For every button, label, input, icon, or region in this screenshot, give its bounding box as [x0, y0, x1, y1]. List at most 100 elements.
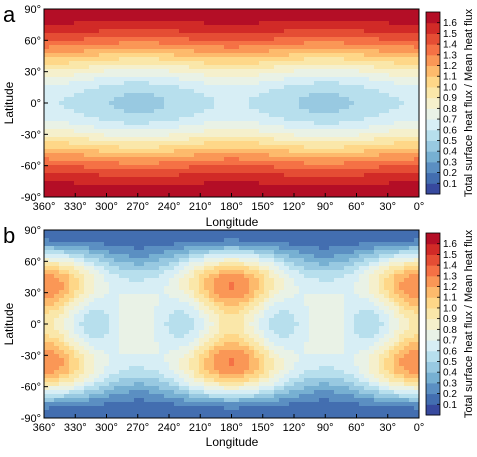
heatmap-cell — [69, 286, 75, 291]
heatmap-cell — [164, 113, 170, 118]
heatmap-cell — [339, 290, 345, 295]
heatmap-cell — [249, 9, 255, 14]
heatmap-cell — [329, 65, 335, 70]
heatmap-cell — [324, 129, 330, 134]
heatmap-cell — [169, 21, 175, 26]
heatmap-cell — [194, 246, 200, 251]
heatmap-cell — [119, 258, 125, 263]
heatmap-cell — [394, 65, 400, 70]
heatmap-cell — [389, 97, 395, 102]
heatmap-cell — [304, 101, 310, 106]
heatmap-cell — [389, 246, 395, 251]
heatmap-cell — [299, 185, 305, 190]
heatmap-cell — [129, 270, 135, 275]
heatmap-cell — [254, 109, 260, 114]
heatmap-cell — [389, 109, 395, 114]
heatmap-cell — [299, 145, 305, 150]
heatmap-cell — [94, 302, 100, 307]
heatmap-cell — [204, 141, 210, 146]
heatmap-cell — [159, 189, 165, 194]
heatmap-cell — [274, 73, 280, 78]
heatmap-cell — [319, 105, 325, 110]
heatmap-cell — [124, 177, 130, 182]
heatmap-cell — [364, 53, 370, 58]
heatmap-cell — [204, 274, 210, 279]
heatmap-cell — [214, 262, 220, 267]
heatmap-cell — [134, 242, 140, 247]
heatmap-cell — [259, 21, 265, 26]
heatmap-cell — [294, 109, 300, 114]
heatmap-cell — [229, 101, 235, 106]
heatmap-cell — [184, 246, 190, 251]
heatmap-cell — [59, 45, 65, 50]
heatmap-cell — [379, 294, 385, 299]
heatmap-cell — [409, 258, 415, 263]
heatmap-cell — [339, 262, 345, 267]
heatmap-cell — [154, 278, 160, 283]
heatmap-cell — [409, 165, 415, 170]
heatmap-cell — [84, 109, 90, 114]
heatmap-cell — [304, 25, 310, 30]
heatmap-cell — [219, 169, 225, 174]
heatmap-cell — [164, 234, 170, 239]
heatmap-cell — [369, 242, 375, 247]
heatmap-cell — [104, 298, 110, 303]
heatmap-cell — [279, 294, 285, 299]
heatmap-cell — [159, 13, 165, 18]
heatmap-cell — [279, 189, 285, 194]
heatmap-cell — [379, 177, 385, 182]
heatmap-cell — [329, 13, 335, 18]
heatmap-cell — [234, 185, 240, 190]
heatmap-cell — [359, 53, 365, 58]
heatmap-cell — [229, 13, 235, 18]
heatmap-cell — [364, 57, 370, 62]
heatmap-cell — [409, 17, 415, 22]
heatmap-cell — [279, 13, 285, 18]
heatmap-cell — [354, 85, 360, 90]
heatmap-cell — [294, 189, 300, 194]
heatmap-cell — [349, 105, 355, 110]
heatmap-cell — [104, 85, 110, 90]
heatmap-cell — [79, 57, 85, 62]
heatmap-cell — [334, 185, 340, 190]
heatmap-cell — [59, 65, 65, 70]
heatmap-cell — [339, 278, 345, 283]
heatmap-cell — [284, 290, 290, 295]
heatmap-cell — [374, 105, 380, 110]
heatmap-cell — [309, 25, 315, 30]
heatmap-cell — [294, 101, 300, 106]
heatmap-cell — [249, 153, 255, 158]
heatmap-cell — [44, 153, 50, 158]
heatmap-cell — [79, 246, 85, 251]
heatmap-cell — [319, 81, 325, 86]
heatmap-cell — [399, 93, 405, 98]
heatmap-cell — [144, 57, 150, 62]
heatmap-cell — [169, 69, 175, 74]
heatmap-cell — [379, 81, 385, 86]
heatmap-cell — [384, 17, 390, 22]
heatmap-cell — [344, 129, 350, 134]
heatmap-cell — [84, 262, 90, 267]
heatmap-cell — [299, 258, 305, 263]
heatmap-cell — [129, 29, 135, 34]
heatmap-cell — [134, 113, 140, 118]
heatmap-cell — [274, 262, 280, 267]
heatmap-cell — [239, 262, 245, 267]
heatmap-cell — [219, 137, 225, 142]
heatmap-cell — [104, 125, 110, 130]
heatmap-cell — [49, 173, 55, 178]
heatmap-cell — [84, 33, 90, 38]
heatmap-cell — [49, 266, 55, 271]
heatmap-cell — [359, 185, 365, 190]
heatmap-cell — [399, 41, 405, 46]
heatmap-cell — [339, 177, 345, 182]
heatmap-cell — [129, 121, 135, 126]
heatmap-cell — [144, 246, 150, 251]
heatmap-cell — [164, 153, 170, 158]
heatmap-cell — [59, 282, 65, 287]
heatmap-cell — [124, 145, 130, 150]
heatmap-cell — [94, 45, 100, 50]
heatmap-cell — [84, 97, 90, 102]
heatmap-cell — [274, 61, 280, 66]
heatmap-cell — [274, 238, 280, 243]
